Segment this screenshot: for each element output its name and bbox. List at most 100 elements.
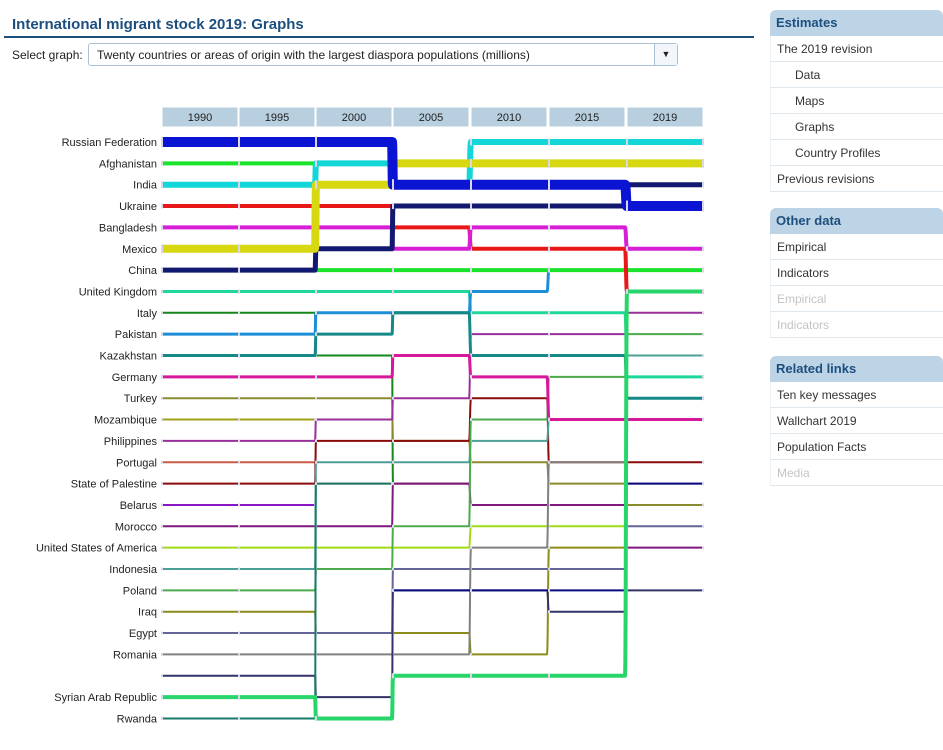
series-point [238,567,240,571]
series-point [470,673,472,679]
series-point [238,160,240,166]
sidebar-item-wallchart-2019[interactable]: Wallchart 2019 [770,408,943,434]
series-point [702,417,704,422]
sidebar-item-ten-key-messages[interactable]: Ten key messages [770,382,943,408]
series-point [702,396,704,401]
row-label: Mexico [122,244,157,256]
series-point [626,200,628,212]
sidebar-other-title: Other data [770,208,943,234]
series-point [161,567,163,571]
series-point [315,396,317,400]
year-label: 1990 [188,112,212,124]
series-point [392,203,394,210]
series-point [161,460,163,464]
series-point [238,610,240,614]
row-label: Indonesia [109,564,158,576]
series-line [162,311,703,442]
series-point [470,203,472,210]
row-label: Russian Federation [62,137,157,149]
series-point [470,546,472,550]
series-line [162,182,703,273]
series-point [470,158,472,168]
series-point [161,160,163,166]
title-divider [4,36,754,38]
series-point [161,311,163,315]
series-line [162,311,703,400]
series-point [470,524,472,528]
series-point [238,439,240,443]
series-point [626,138,628,146]
sidebar-item-empirical[interactable]: Empirical [770,234,943,260]
series-point [161,610,163,614]
year-label: 2000 [342,112,366,124]
series-point [161,244,163,254]
series-point [161,267,163,274]
series-point [470,353,472,358]
series-point [238,244,240,254]
series-point [392,673,394,679]
graph-select[interactable]: Twenty countries or areas of origin with… [88,43,678,66]
sidebar-item-maps[interactable]: Maps [770,88,943,114]
row-label: United States of America [36,543,158,555]
series-point [238,524,240,528]
row-label: Italy [137,308,158,320]
series-point [161,588,163,592]
series-line [162,482,392,720]
series-point [161,694,163,700]
series-point [392,310,394,315]
series-line [162,354,703,422]
series-point [161,674,163,678]
sidebar-item-country-profiles[interactable]: Country Profiles [770,140,943,166]
year-label: 1995 [265,112,289,124]
series-point [392,289,394,294]
series-point [392,567,394,571]
sidebar-item-data[interactable]: Data [770,62,943,88]
sidebar-item-previous-revisions[interactable]: Previous revisions [770,166,943,192]
series-point [161,716,163,720]
series-point [470,310,472,315]
series-point [548,417,550,422]
year-header-cell [315,106,393,128]
series-line [162,137,703,212]
year-label: 2010 [497,112,521,124]
series-point [238,311,240,315]
series-point [238,203,240,209]
series-point [626,288,628,294]
series-point [238,267,240,274]
chevron-down-icon[interactable]: ▼ [654,44,677,65]
series-point [161,396,163,400]
series-point [161,136,163,148]
series-point [470,503,472,507]
page-title: International migrant stock 2019: Graphs [12,16,304,33]
series-point [161,524,163,528]
series-point [548,673,550,679]
series-point [548,567,550,571]
sidebar-item-the-2019-revision[interactable]: The 2019 revision [770,36,943,62]
series-point [392,353,394,358]
series-line [162,525,703,635]
series-point [392,588,394,592]
series-point [702,460,704,464]
sidebar-item-indicators[interactable]: Indicators [770,260,943,286]
series-point [238,460,240,464]
series-point [702,200,704,212]
series-point [161,503,163,507]
row-label: China [128,265,158,277]
year-label: 2015 [575,112,599,124]
sidebar-related-title: Related links [770,356,943,382]
series-point [548,375,550,379]
series-point [548,353,550,358]
series-point [702,503,704,507]
year-header-cell [626,106,704,128]
sidebar-item-population-facts[interactable]: Population Facts [770,434,943,460]
series-point [238,631,240,635]
series-line [162,268,703,336]
row-label: Afghanistan [99,158,157,170]
row-label: Turkey [124,393,158,405]
series-point [238,224,240,230]
sidebar-item-graphs[interactable]: Graphs [770,114,943,140]
series-point [315,159,317,167]
row-label: Mozambique [94,415,157,427]
row-label: United Kingdom [79,286,157,298]
row-label: Bangladesh [99,222,157,234]
